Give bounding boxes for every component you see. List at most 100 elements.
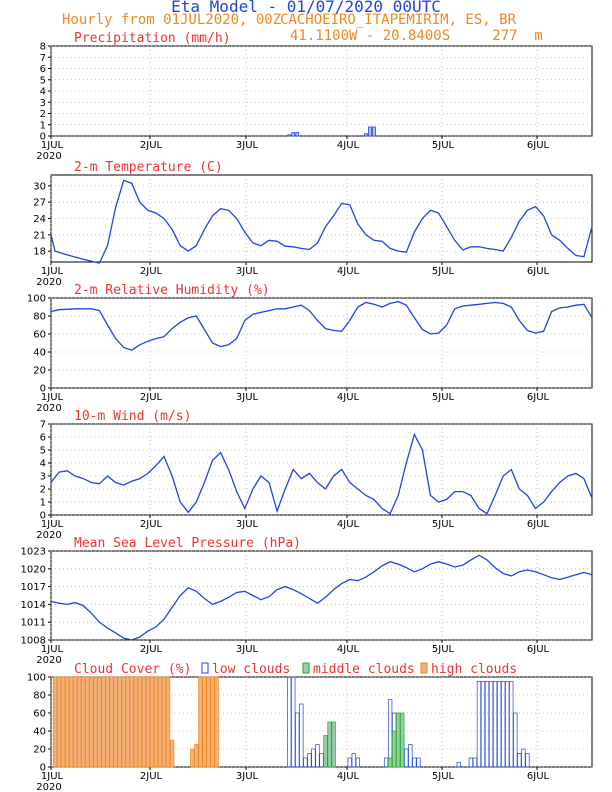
x-tick-label: 3JUL (236, 266, 259, 277)
high-cloud-bar (97, 676, 102, 768)
chart-panel-4: 0 1 2 3 4 5 6 7 1JUL 2JUL 3JUL 4JUL 5JUL 6JUL 2020 10-m… (36, 409, 593, 541)
y-tick-label: 2 (40, 109, 46, 120)
high-cloud-bar (52, 676, 58, 768)
legend-swatch-low (201, 662, 209, 674)
low-cloud-bar (287, 676, 292, 768)
plot-frame (50, 423, 593, 516)
middle-cloud-bar (327, 721, 332, 768)
high-cloud-bar (109, 676, 114, 768)
middle-cloud-bar (396, 712, 401, 768)
middle-cloud-bar (387, 757, 393, 768)
low-cloud-bar (484, 681, 490, 768)
x-tick-label: 6JUL (527, 519, 550, 530)
panel-title: Cloud Cover (%) (74, 662, 191, 677)
y-tick-label: 1 (40, 498, 46, 509)
x-tick-label: 6JUL (527, 644, 550, 655)
y-tick-label: 40 (33, 727, 46, 738)
y-tick-label: 1020 (21, 564, 46, 575)
chart-title: Eta Model - 01/07/2020 00UTC (171, 0, 441, 16)
x-tick-label: 3JUL (236, 392, 259, 403)
high-cloud-bar (141, 676, 147, 768)
low-cloud-bar (521, 748, 526, 768)
high-cloud-bar (56, 676, 62, 768)
high-cloud-bar (125, 676, 130, 768)
y-tick-label: 7 (40, 53, 46, 64)
x-tick-label: 6JUL (527, 266, 550, 277)
high-cloud-bar (210, 676, 215, 768)
y-tick-label: 20 (33, 366, 46, 377)
high-cloud-bar (129, 676, 134, 768)
high-cloud-bar (137, 676, 142, 768)
high-cloud-bar (81, 676, 86, 768)
high-cloud-bar (89, 676, 94, 768)
plot-frame (50, 550, 593, 641)
low-cloud-bar (303, 757, 308, 768)
low-cloud-bar (387, 699, 393, 768)
low-cloud-bar (351, 753, 356, 768)
high-cloud-bar (161, 676, 167, 768)
y-tick-label: 7 (40, 420, 46, 431)
series-line (50, 300, 593, 351)
low-cloud-bar (525, 753, 530, 768)
panel-title: Precipitation (mm/h) (74, 31, 231, 46)
high-cloud-bar (165, 676, 171, 768)
panel-title: 2-m Relative Humidity (%) (74, 283, 270, 298)
x-year-label: 2020 (36, 782, 61, 792)
x-year-label: 2020 (36, 277, 61, 288)
y-tick-label: 0 (40, 763, 46, 774)
y-tick-label: 0 (40, 511, 46, 522)
x-year-label: 2020 (36, 655, 61, 666)
y-tick-label: 0 (40, 132, 46, 143)
high-cloud-bar (113, 676, 118, 768)
y-tick-label: 21 (33, 230, 46, 241)
high-cloud-bar (101, 676, 106, 768)
y-tick-label: 40 (33, 348, 46, 359)
x-tick-label: 5JUL (432, 519, 455, 530)
y-tick-label: 1008 (21, 636, 46, 647)
low-cloud-bar (509, 681, 514, 768)
low-cloud-bar (456, 762, 461, 768)
y-tick-label: 100 (27, 673, 46, 684)
x-tick-label: 1JUL (41, 266, 64, 277)
series-line (50, 179, 593, 264)
low-cloud-bar (347, 757, 352, 768)
high-cloud-bar (169, 739, 175, 768)
low-cloud-bar (496, 681, 502, 768)
y-tick-label: 1011 (21, 618, 46, 629)
y-tick-label: 1014 (21, 600, 46, 611)
legend-swatch-high (420, 662, 428, 674)
high-cloud-bar (153, 676, 159, 768)
low-cloud-bar (416, 757, 421, 768)
x-tick-label: 3JUL (236, 771, 259, 782)
high-cloud-bar (121, 676, 126, 768)
y-tick-label: 1 (40, 120, 46, 131)
middle-cloud-bar (400, 712, 405, 768)
low-cloud-bar (468, 757, 474, 768)
precip-bar (372, 126, 376, 137)
low-cloud-bar (513, 712, 518, 768)
high-cloud-bar (149, 676, 155, 768)
x-tick-label: 3JUL (236, 140, 259, 151)
y-tick-label: 5 (40, 75, 46, 86)
x-tick-label: 1JUL (41, 519, 64, 530)
high-cloud-bar (69, 676, 74, 768)
x-tick-label: 2JUL (140, 771, 163, 782)
y-tick-label: 2 (40, 485, 46, 496)
x-tick-label: 2JUL (140, 140, 163, 151)
y-tick-label: 60 (33, 330, 46, 341)
plot-frame (50, 45, 593, 137)
low-cloud-bar (480, 681, 486, 768)
precip-bar (291, 132, 296, 137)
high-cloud-bar (194, 744, 199, 768)
high-cloud-bar (190, 748, 195, 768)
high-cloud-bar (77, 676, 82, 768)
y-tick-label: 60 (33, 709, 46, 720)
legend-low-label: low clouds (212, 662, 290, 677)
x-tick-label: 2JUL (140, 266, 163, 277)
y-tick-label: 100 (27, 294, 46, 305)
legend-high-label: high clouds (431, 662, 517, 677)
low-cloud-bar (355, 757, 360, 768)
low-cloud-bar (295, 712, 300, 768)
